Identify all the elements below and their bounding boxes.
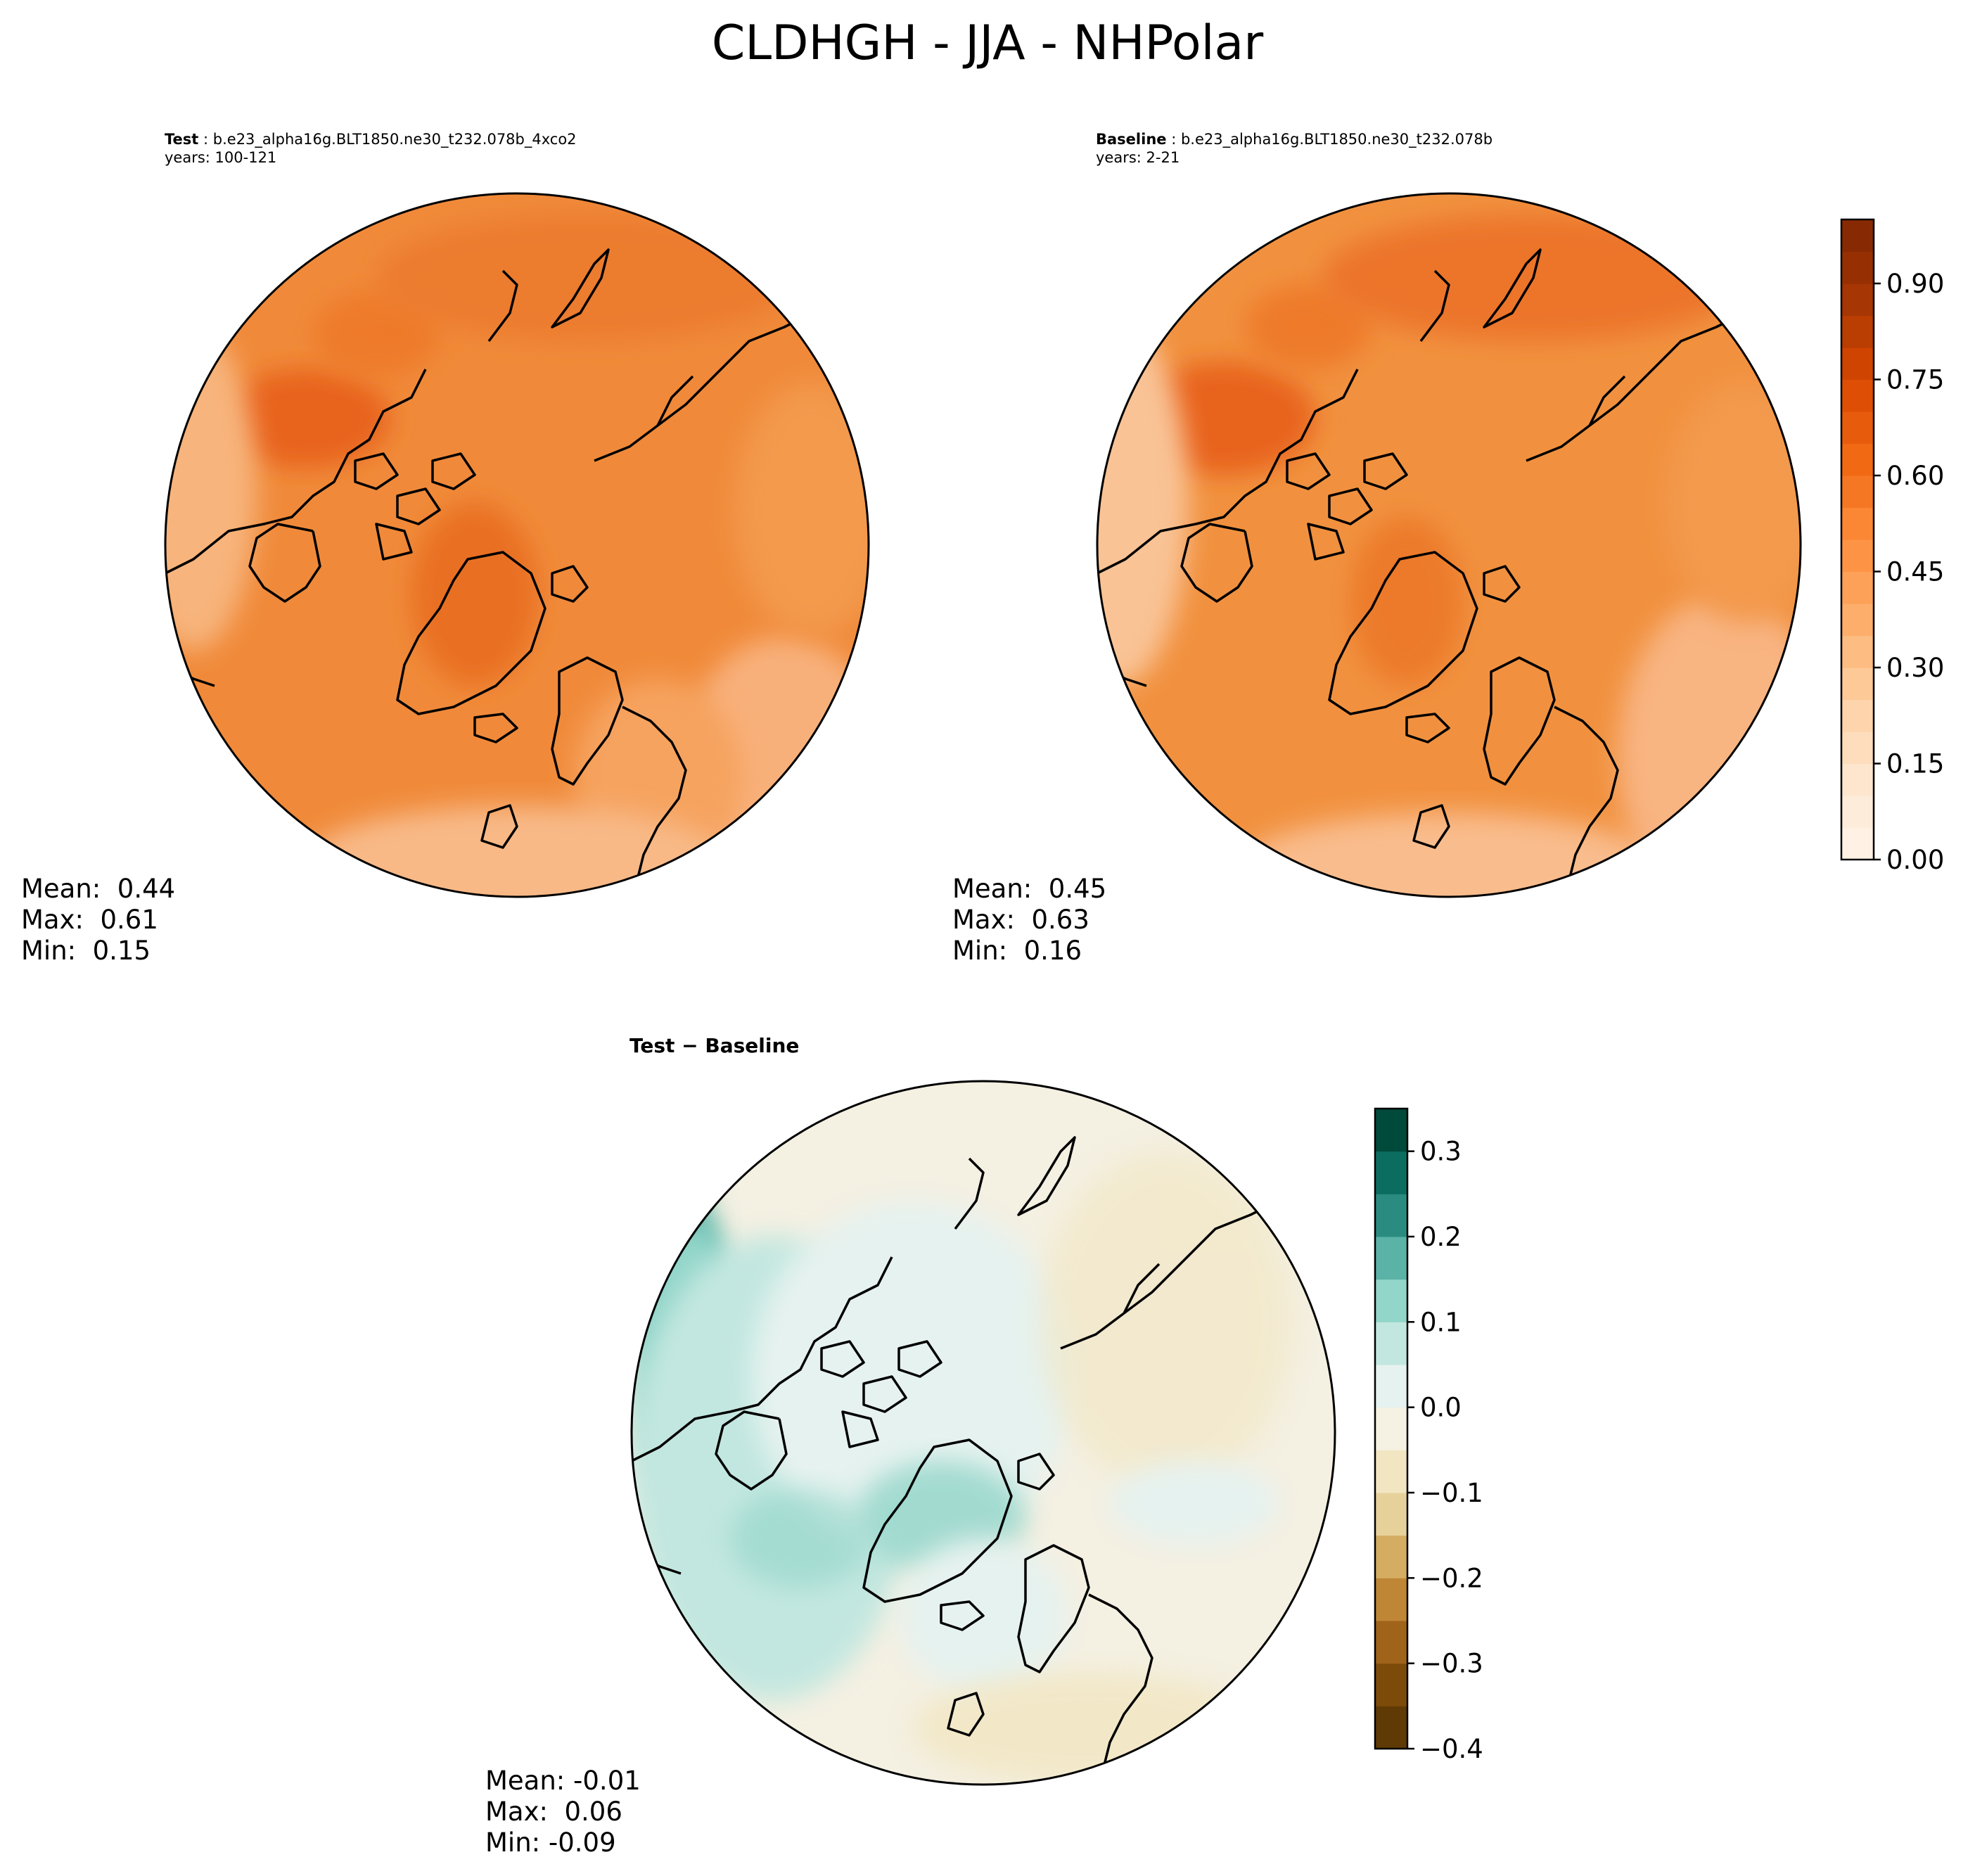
diff-colorbar-bin [1375,1237,1407,1280]
diff-stats: Mean: -0.01 Max: 0.06 Min: -0.09 [485,1766,641,1858]
baseline-stats: Mean: 0.45 Max: 0.63 Min: 0.16 [952,874,1106,966]
diff-colorbar-tick-label: 0.1 [1420,1307,1462,1337]
diff-colorbar-bin [1375,1578,1407,1621]
diff-colorbar-bin [1375,1621,1407,1664]
test-map-boundary [164,192,870,898]
baseline-label: Baseline [1096,131,1167,148]
diff-colorbar-bin [1375,1194,1407,1237]
diff-max: Max: 0.06 [485,1797,622,1827]
test-panel-header: Test : b.e23_alpha16g.BLT1850.ne30_t232.… [165,131,577,166]
baseline-panel-header: Baseline : b.e23_alpha16g.BLT1850.ne30_t… [1096,131,1493,166]
diff-panel-header: Test − Baseline [629,1034,800,1057]
main-colorbar-bin [1841,571,1874,604]
main-colorbar-bin [1841,411,1874,444]
main-colorbar-bin [1841,507,1874,540]
main-colorbar-bin [1841,699,1874,732]
main-colorbar-tick-label: 0.90 [1886,269,1944,299]
baseline-min: Min: 0.16 [952,936,1082,966]
diff-colorbar: −0.4 −0.3 −0.2 −0.1 0.0 0.1 0.2 0.3 [1374,1107,1483,1764]
diff-colorbar-tick-label: 0.2 [1420,1222,1462,1252]
main-colorbar-tick-label: 0.15 [1886,749,1944,779]
diff-colorbar-bin [1375,1151,1407,1194]
main-colorbar-bin [1841,668,1874,700]
test-mean: Mean: 0.44 [21,874,176,904]
baseline-mean: Mean: 0.45 [952,874,1107,904]
diff-colorbar-tick-label: −0.1 [1420,1478,1483,1508]
baseline-map-boundary [1096,192,1802,898]
main-colorbar-bin [1841,219,1874,252]
diff-colorbar-bin [1375,1407,1407,1450]
test-stats: Mean: 0.44 Max: 0.61 Min: 0.15 [21,874,175,966]
diff-colorbar-bin [1375,1109,1407,1152]
baseline-case-name: b.e23_alpha16g.BLT1850.ne30_t232.078b [1180,131,1493,148]
main-colorbar: 0.00 0.15 0.30 0.45 0.60 0.75 0.90 [1840,218,1944,875]
diff-min: Min: -0.09 [485,1827,616,1858]
baseline-map [1097,193,1801,897]
diff-colorbar-tick-label: −0.2 [1420,1563,1483,1593]
main-colorbar-bin [1841,379,1874,412]
main-colorbar-bin [1841,763,1874,796]
main-colorbar-bin [1841,540,1874,572]
main-colorbar-bin [1841,315,1874,348]
diff-colorbar-bin [1375,1279,1407,1322]
main-colorbar-bin [1841,604,1874,636]
diff-colorbar-bin [1375,1493,1407,1536]
baseline-max: Max: 0.63 [952,905,1089,935]
diff-map-boundary [630,1080,1336,1786]
main-colorbar-bin [1841,827,1874,860]
diff-mean: Mean: -0.01 [485,1766,641,1796]
figure-title: CLDHGH - JJA - NHPolar [711,15,1264,71]
main-colorbar-tick-label: 0.30 [1886,653,1944,683]
diff-colorbar-tick-label: 0.0 [1420,1393,1462,1423]
diff-colorbar-bin [1375,1663,1407,1706]
main-colorbar-bin [1841,732,1874,764]
main-colorbar-tick-label: 0.60 [1886,461,1944,491]
diff-colorbar-tick-label: 0.3 [1420,1137,1462,1167]
test-min: Min: 0.15 [21,936,151,966]
test-case-name: b.e23_alpha16g.BLT1850.ne30_t232.078b_4x… [212,131,577,148]
diff-label: Test − Baseline [629,1034,800,1057]
diff-colorbar-tick-label: −0.4 [1420,1734,1483,1764]
diff-colorbar-bin [1375,1322,1407,1365]
test-label: Test [165,131,199,148]
main-colorbar-tick-label: 0.45 [1886,557,1944,587]
main-colorbar-tick-label: 0.00 [1886,845,1944,875]
main-colorbar-bin [1841,635,1874,668]
diff-colorbar-bin [1375,1365,1407,1408]
main-colorbar-bin [1841,251,1874,284]
main-colorbar-bin [1841,283,1874,316]
diff-colorbar-bin [1375,1706,1407,1749]
diff-colorbar-bin [1375,1535,1407,1578]
main-colorbar-tick-label: 0.75 [1886,365,1944,395]
main-colorbar-bin [1841,347,1874,380]
diff-colorbar-tick-label: −0.3 [1420,1649,1483,1679]
test-map [165,193,869,897]
diff-map [632,1081,1335,1785]
baseline-years: years: 2-21 [1096,149,1180,166]
main-colorbar-bin [1841,443,1874,476]
main-colorbar-bin [1841,796,1874,828]
main-colorbar-bin [1841,476,1874,508]
diff-colorbar-bin [1375,1450,1407,1493]
test-years: years: 100-121 [165,149,277,166]
test-max: Max: 0.61 [21,905,158,935]
